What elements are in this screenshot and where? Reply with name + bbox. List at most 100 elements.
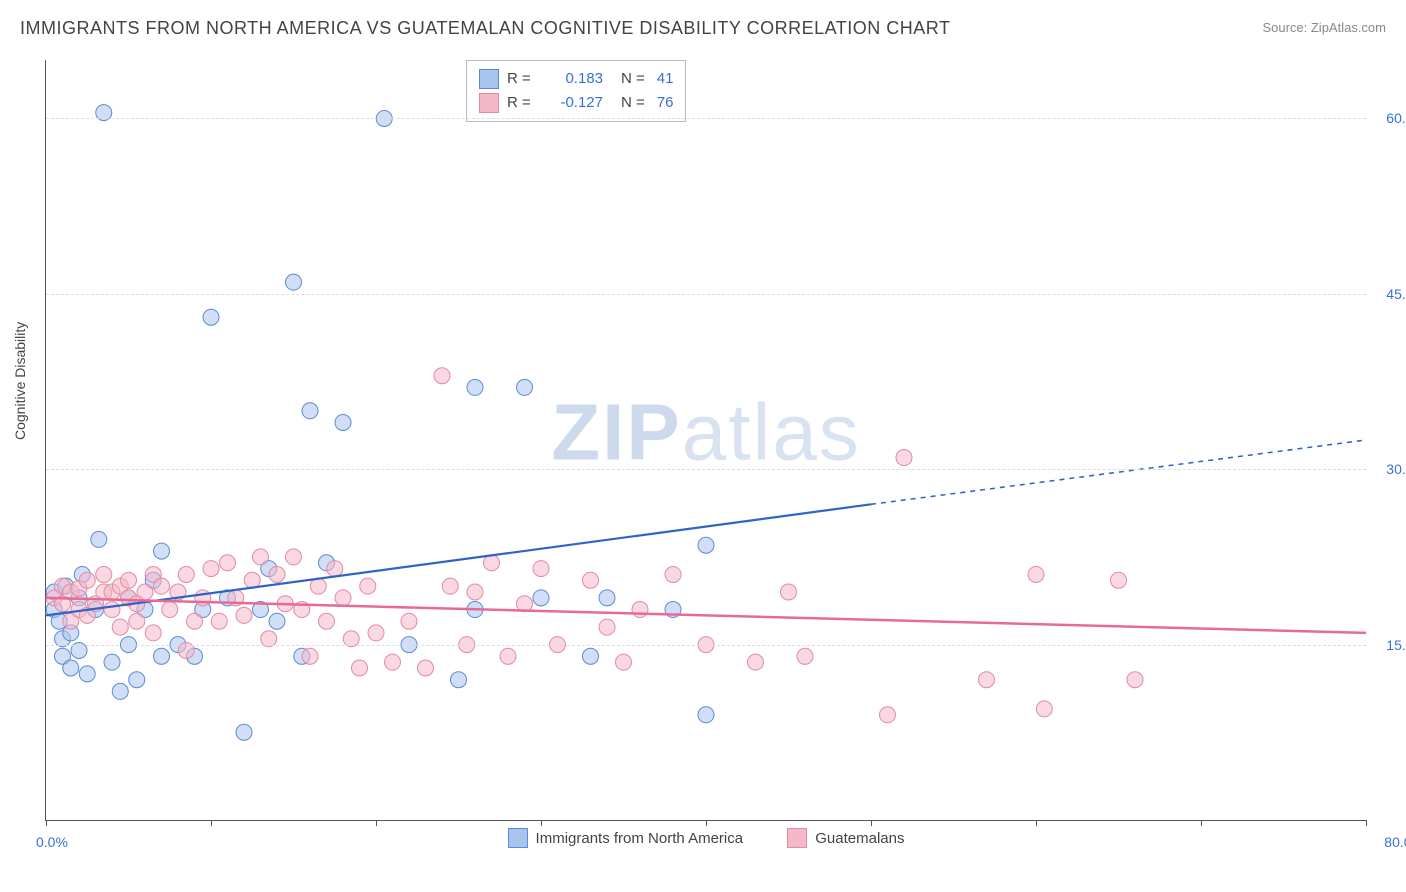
chart-title: IMMIGRANTS FROM NORTH AMERICA VS GUATEMA… — [20, 18, 950, 39]
data-point — [1111, 572, 1127, 588]
source-attribution: Source: ZipAtlas.com — [1262, 20, 1386, 35]
legend-row-series-2: R = -0.127 N = 76 — [479, 91, 673, 115]
data-point — [583, 572, 599, 588]
gridline — [46, 469, 1366, 470]
data-point — [154, 543, 170, 559]
trend-line — [46, 504, 871, 615]
legend-label-series-1: Immigrants from North America — [536, 830, 744, 847]
data-point — [302, 648, 318, 664]
legend-r-value-1: 0.183 — [543, 67, 603, 91]
gridline — [46, 118, 1366, 119]
data-point — [104, 654, 120, 670]
data-point — [335, 414, 351, 430]
data-point — [203, 309, 219, 325]
data-point — [533, 561, 549, 577]
data-point — [302, 403, 318, 419]
x-tick — [1201, 820, 1202, 826]
x-tick — [376, 820, 377, 826]
data-point — [1036, 701, 1052, 717]
legend-r-value-2: -0.127 — [543, 91, 603, 115]
data-point — [79, 572, 95, 588]
data-point — [112, 619, 128, 635]
data-point — [286, 274, 302, 290]
data-point — [286, 549, 302, 565]
data-point — [352, 660, 368, 676]
data-point — [104, 602, 120, 618]
x-tick — [706, 820, 707, 826]
data-point — [195, 590, 211, 606]
data-point — [162, 602, 178, 618]
data-point — [112, 683, 128, 699]
data-point — [616, 654, 632, 670]
data-point — [187, 613, 203, 629]
legend-item-series-1: Immigrants from North America — [508, 828, 744, 848]
data-point — [129, 613, 145, 629]
source-name: ZipAtlas.com — [1311, 20, 1386, 35]
x-tick — [1036, 820, 1037, 826]
data-point — [599, 619, 615, 635]
data-point — [632, 602, 648, 618]
data-point — [236, 607, 252, 623]
data-point — [1028, 566, 1044, 582]
data-point — [137, 584, 153, 600]
data-point — [79, 666, 95, 682]
data-point — [599, 590, 615, 606]
data-point — [154, 578, 170, 594]
x-tick — [1366, 820, 1367, 826]
x-tick — [46, 820, 47, 826]
legend-series-names: Immigrants from North America Guatemalan… — [46, 828, 1366, 852]
data-point — [748, 654, 764, 670]
y-tick-label: 30.0% — [1386, 461, 1406, 477]
data-point — [698, 707, 714, 723]
data-point — [129, 672, 145, 688]
data-point — [896, 450, 912, 466]
gridline — [46, 294, 1366, 295]
x-tick — [211, 820, 212, 826]
data-point — [154, 648, 170, 664]
chart-svg — [46, 60, 1366, 820]
data-point — [269, 566, 285, 582]
legend-swatch-bottom-1 — [508, 828, 528, 848]
data-point — [442, 578, 458, 594]
data-point — [401, 613, 417, 629]
data-point — [979, 672, 995, 688]
data-point — [63, 660, 79, 676]
data-point — [360, 578, 376, 594]
data-point — [467, 379, 483, 395]
legend-n-value-1: 41 — [657, 67, 674, 91]
data-point — [467, 584, 483, 600]
data-point — [880, 707, 896, 723]
data-point — [533, 590, 549, 606]
legend-correlation-box: R = 0.183 N = 41 R = -0.127 N = 76 — [466, 60, 686, 122]
data-point — [583, 648, 599, 664]
legend-item-series-2: Guatemalans — [787, 828, 904, 848]
y-tick-label: 15.0% — [1386, 637, 1406, 653]
data-point — [698, 537, 714, 553]
gridline — [46, 645, 1366, 646]
legend-swatch-bottom-2 — [787, 828, 807, 848]
data-point — [517, 379, 533, 395]
data-point — [269, 613, 285, 629]
y-axis-label: Cognitive Disability — [12, 322, 28, 440]
legend-swatch-series-1 — [479, 69, 499, 89]
data-point — [178, 566, 194, 582]
data-point — [327, 561, 343, 577]
data-point — [665, 566, 681, 582]
data-point — [253, 549, 269, 565]
data-point — [385, 654, 401, 670]
legend-label-series-2: Guatemalans — [815, 830, 904, 847]
legend-n-label-1: N = — [621, 67, 645, 91]
legend-r-label-1: R = — [507, 67, 535, 91]
data-point — [335, 590, 351, 606]
data-point — [96, 566, 112, 582]
data-point — [211, 613, 227, 629]
x-tick — [541, 820, 542, 826]
x-axis-max-label: 80.0% — [1384, 834, 1406, 850]
data-point — [220, 555, 236, 571]
data-point — [203, 561, 219, 577]
data-point — [500, 648, 516, 664]
legend-n-value-2: 76 — [657, 91, 674, 115]
chart-plot-area: ZIPatlas R = 0.183 N = 41 R = -0.127 N =… — [45, 60, 1366, 821]
data-point — [236, 724, 252, 740]
data-point — [797, 648, 813, 664]
